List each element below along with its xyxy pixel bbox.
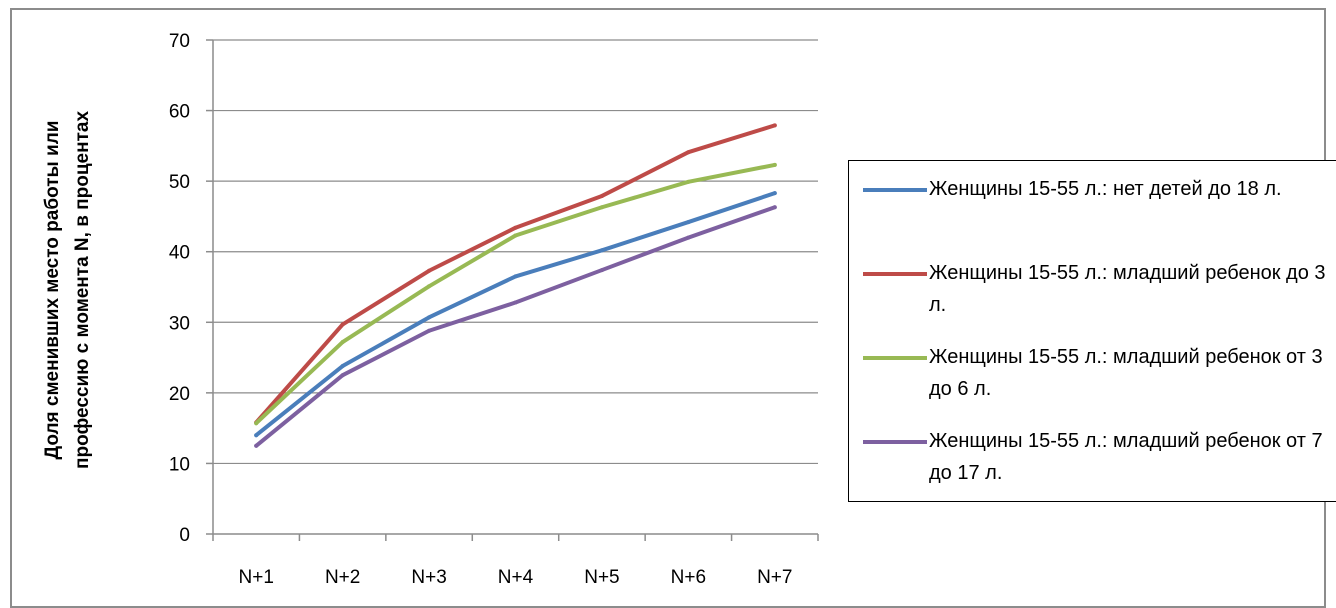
series-3-point [686, 179, 691, 184]
series-3-point [340, 340, 345, 345]
gridlines [213, 39, 818, 465]
series-3-point [599, 205, 604, 210]
series-4-point [686, 235, 691, 240]
x-tick-label: N+5 [584, 567, 619, 588]
y-tick-label: 30 [169, 313, 190, 334]
series-2-point [772, 123, 777, 128]
legend-swatch [863, 188, 927, 192]
series-2-point [513, 225, 518, 230]
series-4-point [772, 205, 777, 210]
series-line-2 [254, 123, 777, 425]
x-tick-label: N+4 [498, 567, 534, 588]
series-4-point [340, 373, 345, 378]
y-tick-label: 10 [169, 454, 190, 475]
axes [206, 39, 819, 541]
series-1-point [772, 191, 777, 196]
series-3-point [772, 162, 777, 167]
series-1-point [340, 364, 345, 369]
series-4-point [427, 328, 432, 333]
legend-label: Женщины 15-55 л.: нет детей до 18 л. [929, 178, 1282, 200]
x-tick-labels: N+1 N+2 N+3 N+4 N+5 N+6 N+7 [239, 567, 793, 588]
series-1-point [254, 433, 259, 438]
x-tick-label: N+2 [325, 567, 360, 588]
y-tick-label: 20 [169, 384, 190, 405]
series-3-point [513, 233, 518, 238]
y-tick-label: 0 [179, 525, 190, 546]
series-1-point [599, 248, 604, 253]
series-4-point [513, 300, 518, 305]
y-axis-title-line2: профессию с момента N, в процентах [72, 111, 93, 469]
legend-swatch [863, 440, 927, 444]
legend-swatch [863, 272, 927, 276]
series-2-point [599, 193, 604, 198]
x-tick-label: N+6 [671, 567, 706, 588]
series-3-point [427, 284, 432, 289]
series-2-point [340, 322, 345, 327]
series-1-point [513, 274, 518, 279]
legend-swatch [863, 356, 927, 360]
y-axis-title-line1: Доля сменивших место работы или [42, 121, 63, 460]
series-lines [254, 123, 777, 448]
series-1-point [686, 220, 691, 225]
y-tick-label: 70 [169, 31, 190, 52]
series-2-point [686, 150, 691, 155]
series-4-point [599, 268, 604, 273]
y-tick-label: 50 [169, 172, 190, 193]
series-line-4 [254, 205, 777, 448]
y-tick-label: 60 [169, 102, 190, 123]
series-4-point [254, 443, 259, 448]
legend-label: Женщины 15-55 л.: младший ребенок до 3 л… [929, 262, 1326, 316]
x-tick-label: N+1 [239, 567, 274, 588]
x-tick-label: N+3 [411, 567, 446, 588]
series-2-point [427, 268, 432, 273]
legend-label: Женщины 15-55 л.: младший ребенок от 7 д… [929, 430, 1323, 484]
y-tick-label: 40 [169, 243, 190, 264]
series-3-point [254, 421, 259, 426]
legend-label: Женщины 15-55 л.: младший ребенок от 3 д… [929, 346, 1323, 400]
y-tick-labels: 0 10 20 30 40 50 60 70 [169, 31, 190, 546]
x-tick-label: N+7 [757, 567, 792, 588]
legend: Женщины 15-55 л.: нет детей до 18 л. Женщ… [848, 160, 1336, 502]
line-chart: 0 10 20 30 40 50 60 70 N+1 N+2 N+3 N+4 N+5 N+6 N+7 До… [42, 31, 819, 588]
y-axis-title: Доля сменивших место работы или професси… [42, 111, 93, 469]
series-1-point [427, 315, 432, 320]
